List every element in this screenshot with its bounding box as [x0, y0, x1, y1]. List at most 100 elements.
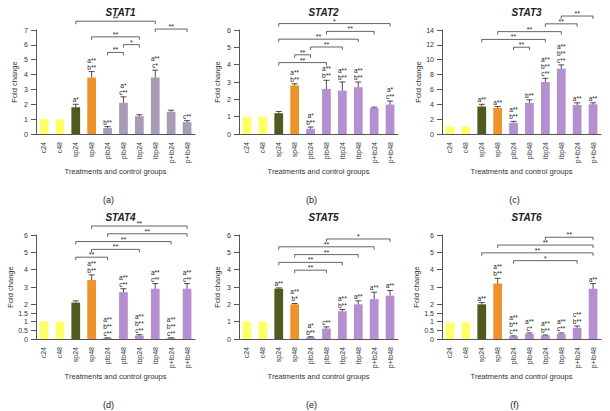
svg-text:2: 2 — [430, 116, 434, 123]
svg-text:c**: c** — [119, 281, 128, 288]
svg-text:(b): (b) — [306, 195, 317, 205]
svg-text:b**: b** — [354, 74, 363, 81]
svg-text:a**: a** — [541, 320, 550, 327]
svg-text:a**: a** — [525, 318, 534, 325]
svg-text:*: * — [357, 233, 360, 240]
svg-text:**: ** — [308, 256, 314, 263]
svg-text:c48: c48 — [462, 142, 469, 153]
svg-text:sp24: sp24 — [275, 347, 283, 362]
svg-text:a**: a** — [290, 69, 299, 76]
svg-text:p+lb24: p+lb24 — [371, 347, 379, 368]
svg-text:c**: c** — [541, 70, 550, 77]
svg-text:a**: a** — [541, 56, 550, 63]
svg-text:a**: a** — [290, 288, 299, 295]
svg-text:sp48: sp48 — [291, 142, 299, 157]
svg-text:c24: c24 — [243, 347, 250, 358]
svg-text:a**: a** — [103, 316, 112, 323]
svg-text:1: 1 — [227, 113, 231, 120]
svg-text:a**: a** — [557, 43, 566, 50]
svg-text:plb48: plb48 — [120, 142, 128, 159]
svg-text:c24: c24 — [40, 142, 47, 153]
svg-text:c48: c48 — [259, 347, 266, 358]
svg-text:c48: c48 — [56, 142, 63, 153]
svg-text:STAT2: STAT2 — [308, 7, 339, 18]
svg-text:**: ** — [113, 31, 119, 38]
svg-text:c24: c24 — [40, 347, 47, 358]
svg-text:4: 4 — [430, 266, 434, 273]
svg-text:c**: c** — [151, 276, 160, 283]
svg-text:*: * — [333, 18, 336, 25]
svg-text:Treatments and control groups: Treatments and control groups — [65, 167, 167, 176]
svg-text:4: 4 — [227, 266, 231, 273]
svg-text:plb24: plb24 — [510, 142, 518, 159]
svg-text:p+lb48: p+lb48 — [184, 142, 192, 163]
svg-text:b**: b** — [509, 113, 518, 120]
svg-text:0.5: 0.5 — [424, 327, 434, 334]
svg-text:Fold change: Fold change — [213, 266, 222, 307]
svg-text:2: 2 — [24, 301, 28, 308]
svg-text:a**: a** — [322, 65, 331, 72]
svg-text:c**: c** — [573, 311, 582, 318]
svg-text:0: 0 — [227, 336, 231, 343]
svg-text:sp24: sp24 — [275, 142, 283, 157]
svg-text:2: 2 — [227, 96, 231, 103]
svg-text:(c): (c) — [509, 195, 520, 205]
svg-text:5: 5 — [24, 249, 28, 256]
svg-text:b*: b* — [292, 295, 299, 302]
svg-text:sp48: sp48 — [88, 142, 96, 157]
svg-text:sp24: sp24 — [478, 347, 486, 362]
svg-text:Treatments and control groups: Treatments and control groups — [65, 372, 167, 381]
svg-text:lbp48: lbp48 — [152, 347, 160, 364]
svg-text:**: ** — [300, 49, 306, 56]
svg-text:**: ** — [308, 264, 314, 271]
svg-text:2: 2 — [24, 101, 28, 108]
svg-text:lbp24: lbp24 — [339, 347, 347, 364]
svg-text:3: 3 — [24, 284, 28, 291]
svg-text:a**: a** — [509, 314, 518, 321]
svg-text:c*: c* — [152, 62, 158, 69]
svg-text:a**: a** — [354, 67, 363, 74]
svg-text:a**: a** — [167, 316, 176, 323]
svg-text:a**: a** — [354, 293, 363, 300]
svg-text:Fold change: Fold change — [213, 61, 222, 102]
svg-text:1: 1 — [24, 318, 28, 325]
svg-text:a*: a* — [387, 86, 394, 93]
svg-text:0: 0 — [24, 131, 28, 138]
svg-text:0: 0 — [430, 131, 434, 138]
svg-text:4: 4 — [430, 101, 434, 108]
svg-text:sp48: sp48 — [88, 347, 96, 362]
svg-text:plb24: plb24 — [307, 142, 315, 159]
svg-text:b**: b** — [322, 72, 331, 79]
svg-text:p+lb24: p+lb24 — [371, 142, 379, 163]
svg-text:plb48: plb48 — [120, 347, 128, 364]
svg-text:sp48: sp48 — [494, 347, 502, 362]
svg-text:3: 3 — [227, 79, 231, 86]
svg-text:a**: a** — [119, 274, 128, 281]
svg-text:b**: b** — [338, 74, 347, 81]
svg-text:*: * — [130, 39, 133, 46]
svg-text:c**: c** — [557, 57, 566, 64]
svg-text:**: ** — [137, 220, 143, 227]
svg-text:a*: a* — [307, 322, 314, 329]
svg-text:plb48: plb48 — [323, 142, 331, 159]
svg-text:Treatments and control groups: Treatments and control groups — [268, 372, 370, 381]
svg-text:**: ** — [566, 231, 572, 238]
svg-text:b**: b** — [306, 119, 315, 126]
svg-text:b**: b** — [509, 321, 518, 328]
svg-text:b**: b** — [167, 323, 176, 330]
svg-text:p+lb24: p+lb24 — [168, 142, 176, 163]
svg-text:Fold change: Fold change — [414, 61, 423, 102]
svg-text:plb24: plb24 — [510, 347, 518, 364]
svg-text:lbp48: lbp48 — [558, 347, 566, 364]
svg-text:1.5: 1.5 — [424, 310, 434, 317]
svg-text:Fold change: Fold change — [10, 61, 19, 102]
svg-text:c48: c48 — [462, 347, 469, 358]
svg-text:3: 3 — [430, 284, 434, 291]
svg-text:c**: c** — [103, 330, 112, 337]
svg-text:1: 1 — [227, 318, 231, 325]
svg-text:plb48: plb48 — [526, 347, 534, 364]
svg-text:a**: a** — [477, 96, 486, 103]
svg-text:b**: b** — [338, 302, 347, 309]
svg-text:a**: a** — [589, 95, 598, 102]
svg-text:a**: a** — [338, 67, 347, 74]
